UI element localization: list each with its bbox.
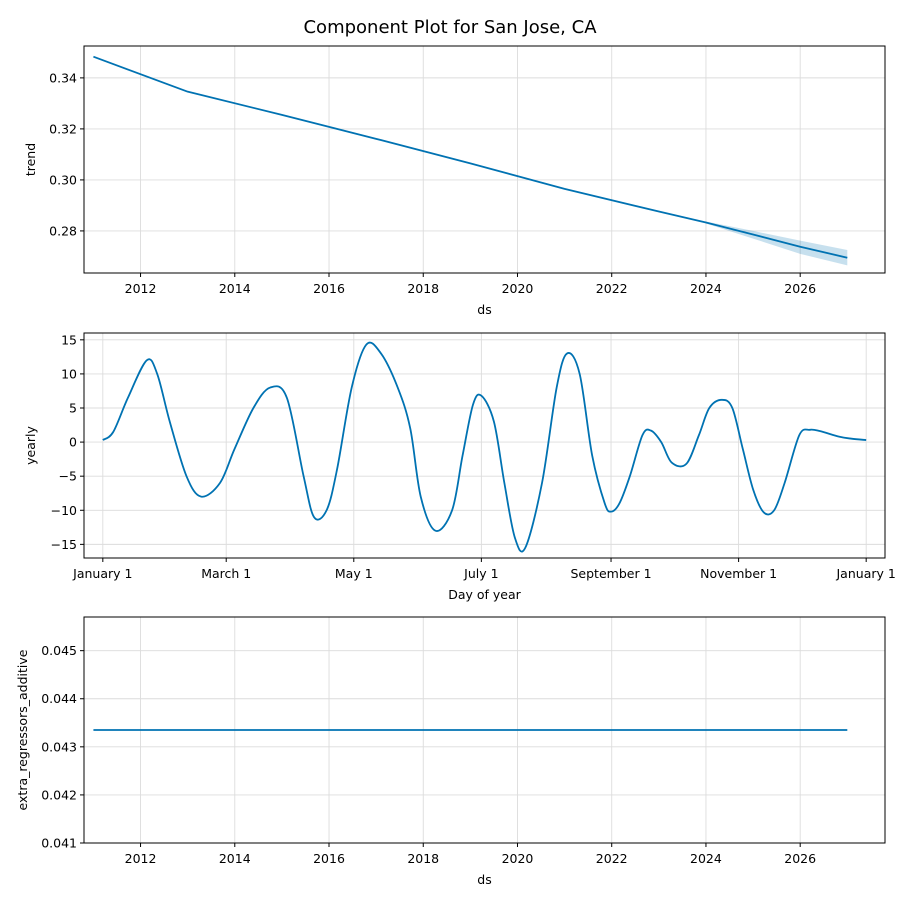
y-tick-label: −15 (51, 537, 77, 552)
x-tick-label: March 1 (201, 566, 251, 581)
yearly-panel: January 1 March 1 May 1 July 1 September 1 No… (23, 332, 896, 602)
panels: 2012 2014 2016 2018 2020 2022 2024 2026 0.28 0.30… (15, 45, 896, 887)
x-tick-label: 2024 (690, 851, 722, 866)
x-tick-label: 2014 (219, 281, 251, 296)
y-tick-label: 0 (69, 435, 77, 450)
x-tick-label: January 1 (72, 566, 132, 581)
trend-panel: 2012 2014 2016 2018 2020 2022 2024 2026 0.28 0.30… (23, 45, 886, 317)
axes-frame (83, 45, 886, 274)
y-tick-label: 0.34 (49, 70, 77, 85)
y-tick-label: 0.043 (41, 739, 77, 754)
y-tick-label: −5 (59, 469, 77, 484)
x-tick-label: 2014 (219, 851, 251, 866)
x-tick-label: 2022 (596, 851, 628, 866)
y-tick-label: 0.044 (41, 691, 77, 706)
y-tick-label: 0.32 (49, 121, 77, 136)
x-tick-label: 2024 (690, 281, 722, 296)
uncertainty-band (705, 221, 848, 266)
x-tick-label: 2012 (125, 281, 157, 296)
axes-frame (83, 616, 886, 844)
x-tick-label: 2020 (502, 851, 534, 866)
y-tick-label: 0.042 (41, 787, 77, 802)
x-tick-label: May 1 (335, 566, 373, 581)
x-axis-label: ds (477, 872, 491, 887)
x-tick-label: 2026 (784, 851, 816, 866)
x-tick-label: 2016 (313, 281, 345, 296)
series-line (93, 55, 848, 259)
x-tick-label: 2022 (596, 281, 628, 296)
y-tick-label: 0.28 (49, 223, 77, 238)
x-tick-label: 2020 (502, 281, 534, 296)
y-tick-label: 0.041 (41, 836, 77, 851)
x-tick-label: 2018 (407, 851, 439, 866)
x-tick-label: September 1 (571, 566, 652, 581)
y-tick-label: −10 (51, 503, 77, 518)
figure-title: Component Plot for San Jose, CA (303, 17, 597, 38)
y-axis-label: yearly (23, 426, 38, 465)
series-line (102, 341, 867, 553)
y-axis-label: trend (23, 143, 38, 176)
x-tick-label: November 1 (700, 566, 777, 581)
y-axis-label: extra_regressors_additive (15, 649, 30, 810)
y-tick-label: 10 (61, 366, 77, 381)
x-tick-label: January 1 (836, 566, 896, 581)
x-tick-label: July 1 (463, 566, 498, 581)
y-tick-label: 0.045 (41, 643, 77, 658)
x-tick-label: 2012 (125, 851, 157, 866)
x-tick-label: 2018 (407, 281, 439, 296)
x-tick-label: 2026 (784, 281, 816, 296)
x-tick-label: 2016 (313, 851, 345, 866)
y-tick-label: 5 (69, 401, 77, 416)
y-tick-label: 0.30 (49, 172, 77, 187)
extra-regressors-panel: 2012 2014 2016 2018 2020 2022 2024 2026 0.041 0.0… (15, 616, 886, 887)
x-axis-label: ds (477, 302, 491, 317)
axes-frame (83, 332, 886, 559)
x-axis-label: Day of year (448, 587, 521, 602)
y-tick-label: 15 (61, 332, 77, 347)
